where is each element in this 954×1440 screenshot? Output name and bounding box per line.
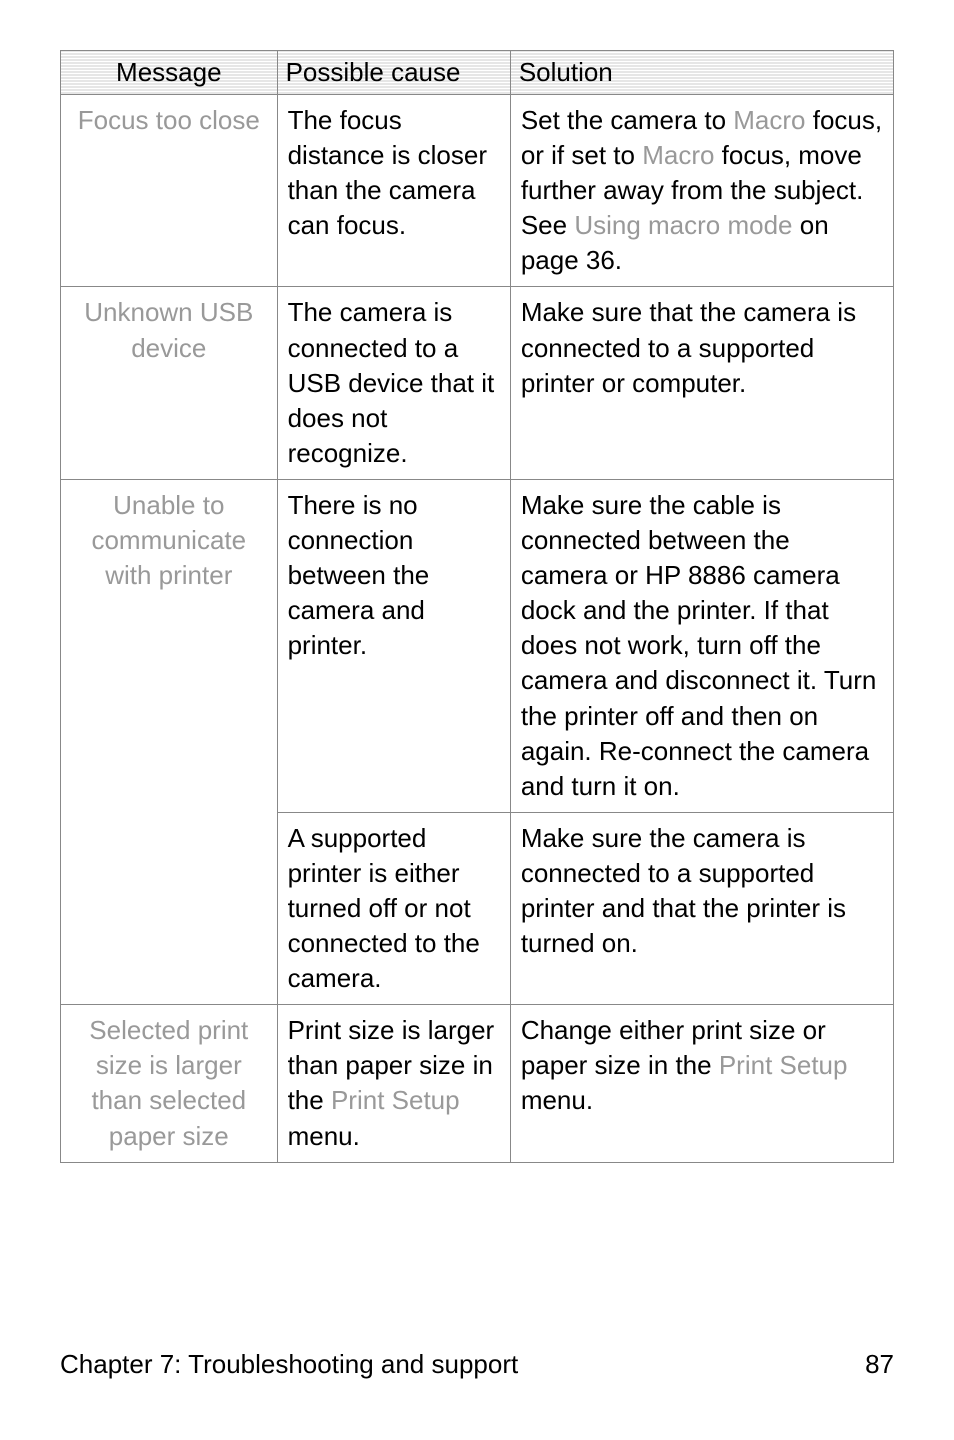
table-row: Selected print size is larger than selec… bbox=[61, 1005, 894, 1162]
cause-cell: There is no connection between the camer… bbox=[277, 479, 510, 812]
page-number: 87 bbox=[865, 1349, 894, 1380]
solution-keyword: Macro bbox=[733, 105, 805, 135]
solution-cell: Make sure that the camera is connected t… bbox=[510, 287, 893, 479]
solution-keyword: Using macro mode bbox=[574, 210, 792, 240]
solution-keyword: Macro bbox=[642, 140, 714, 170]
header-message: Message bbox=[61, 51, 278, 95]
header-cause: Possible cause bbox=[277, 51, 510, 95]
solution-keyword: Print Setup bbox=[719, 1050, 848, 1080]
table-row: Focus too close The focus distance is cl… bbox=[61, 95, 894, 287]
message-cell: Selected print size is larger than selec… bbox=[61, 1005, 278, 1162]
message-cell: Unable to communicate with printer bbox=[61, 479, 278, 1004]
solution-text: menu. bbox=[521, 1085, 593, 1115]
cause-cell: The camera is connected to a USB device … bbox=[277, 287, 510, 479]
page-footer: Chapter 7: Troubleshooting and support 8… bbox=[60, 1349, 894, 1380]
cause-cell: The focus distance is closer than the ca… bbox=[277, 95, 510, 287]
cause-text: menu. bbox=[288, 1121, 360, 1151]
solution-text: Set the camera to bbox=[521, 105, 733, 135]
table-header-row: Message Possible cause Solution bbox=[61, 51, 894, 95]
header-solution: Solution bbox=[510, 51, 893, 95]
solution-cell: Set the camera to Macro focus, or if set… bbox=[510, 95, 893, 287]
message-cell: Unknown USB device bbox=[61, 287, 278, 479]
cause-cell: Print size is larger than paper size in … bbox=[277, 1005, 510, 1162]
message-cell: Focus too close bbox=[61, 95, 278, 287]
troubleshooting-table: Message Possible cause Solution Focus to… bbox=[60, 50, 894, 1163]
table-row: Unable to communicate with printer There… bbox=[61, 479, 894, 812]
solution-cell: Change either print size or paper size i… bbox=[510, 1005, 893, 1162]
cause-cell: A supported printer is either turned off… bbox=[277, 812, 510, 1004]
chapter-label: Chapter 7: Troubleshooting and support bbox=[60, 1349, 518, 1380]
solution-cell: Make sure the camera is connected to a s… bbox=[510, 812, 893, 1004]
table-row: Unknown USB device The camera is connect… bbox=[61, 287, 894, 479]
cause-keyword: Print Setup bbox=[331, 1085, 460, 1115]
solution-cell: Make sure the cable is connected between… bbox=[510, 479, 893, 812]
